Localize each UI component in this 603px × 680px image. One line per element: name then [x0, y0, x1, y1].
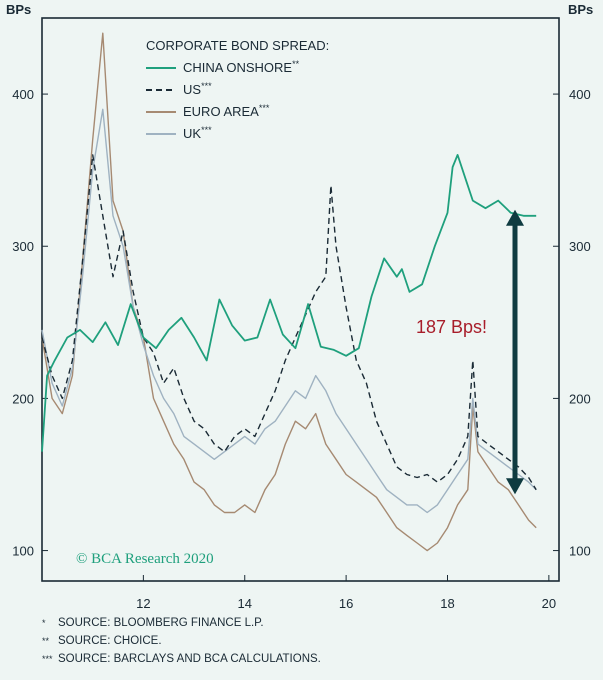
series-lines	[41, 32, 537, 552]
y-tick-label-right: 300	[569, 239, 591, 254]
y-axis-left: 100 200 300 400	[12, 87, 48, 559]
footnote-3: *** SOURCE: BARCLAYS AND BCA CALCULATIONS…	[42, 653, 321, 665]
legend-label-uk: UK***	[183, 125, 212, 141]
legend-title: CORPORATE BOND SPREAD:	[146, 38, 329, 53]
footnote-1: * SOURCE: BLOOMBERG FINANCE L.P.	[42, 617, 264, 629]
x-axis: 12 14 16 18 20	[136, 575, 556, 611]
y-unit-left: BPs	[6, 2, 31, 17]
series-line-china-onshore	[41, 153, 537, 452]
footnotes: * SOURCE: BLOOMBERG FINANCE L.P. ** SOURCE…	[42, 614, 321, 668]
y-tick-label-left: 200	[12, 391, 34, 406]
y-tick-label-right: 100	[569, 544, 591, 559]
x-tick-label: 16	[339, 596, 353, 611]
spread-arrow	[506, 209, 524, 495]
spread-annotation: 187 Bps!	[416, 317, 487, 337]
legend: CORPORATE BOND SPREAD: CHINA ONSHORE** U…	[146, 38, 329, 141]
x-tick-label: 20	[542, 596, 556, 611]
legend-label-china: CHINA ONSHORE**	[183, 59, 300, 75]
legend-label-euro: EURO AREA***	[183, 103, 270, 119]
y-tick-label-right: 400	[569, 87, 591, 102]
y-tick-label-left: 400	[12, 87, 34, 102]
x-tick-label: 14	[238, 596, 252, 611]
y-tick-label-left: 300	[12, 239, 34, 254]
x-tick-label: 18	[440, 596, 454, 611]
y-axis-right: 100 200 300 400	[553, 87, 591, 559]
series-line-uk	[41, 108, 537, 514]
arrow-head-top	[506, 209, 524, 226]
arrow-head-bottom	[506, 478, 524, 495]
y-tick-label-left: 100	[12, 544, 34, 559]
plot-area	[41, 17, 560, 582]
x-tick-label: 12	[136, 596, 150, 611]
footnote-2: ** SOURCE: CHOICE.	[42, 635, 162, 647]
legend-label-us: US***	[183, 81, 212, 97]
credit-text: © BCA Research 2020	[76, 551, 214, 567]
series-line-euro-area	[41, 32, 537, 552]
y-unit-right: BPs	[568, 2, 593, 17]
y-tick-label-right: 200	[569, 391, 591, 406]
series-line-us	[41, 154, 537, 491]
